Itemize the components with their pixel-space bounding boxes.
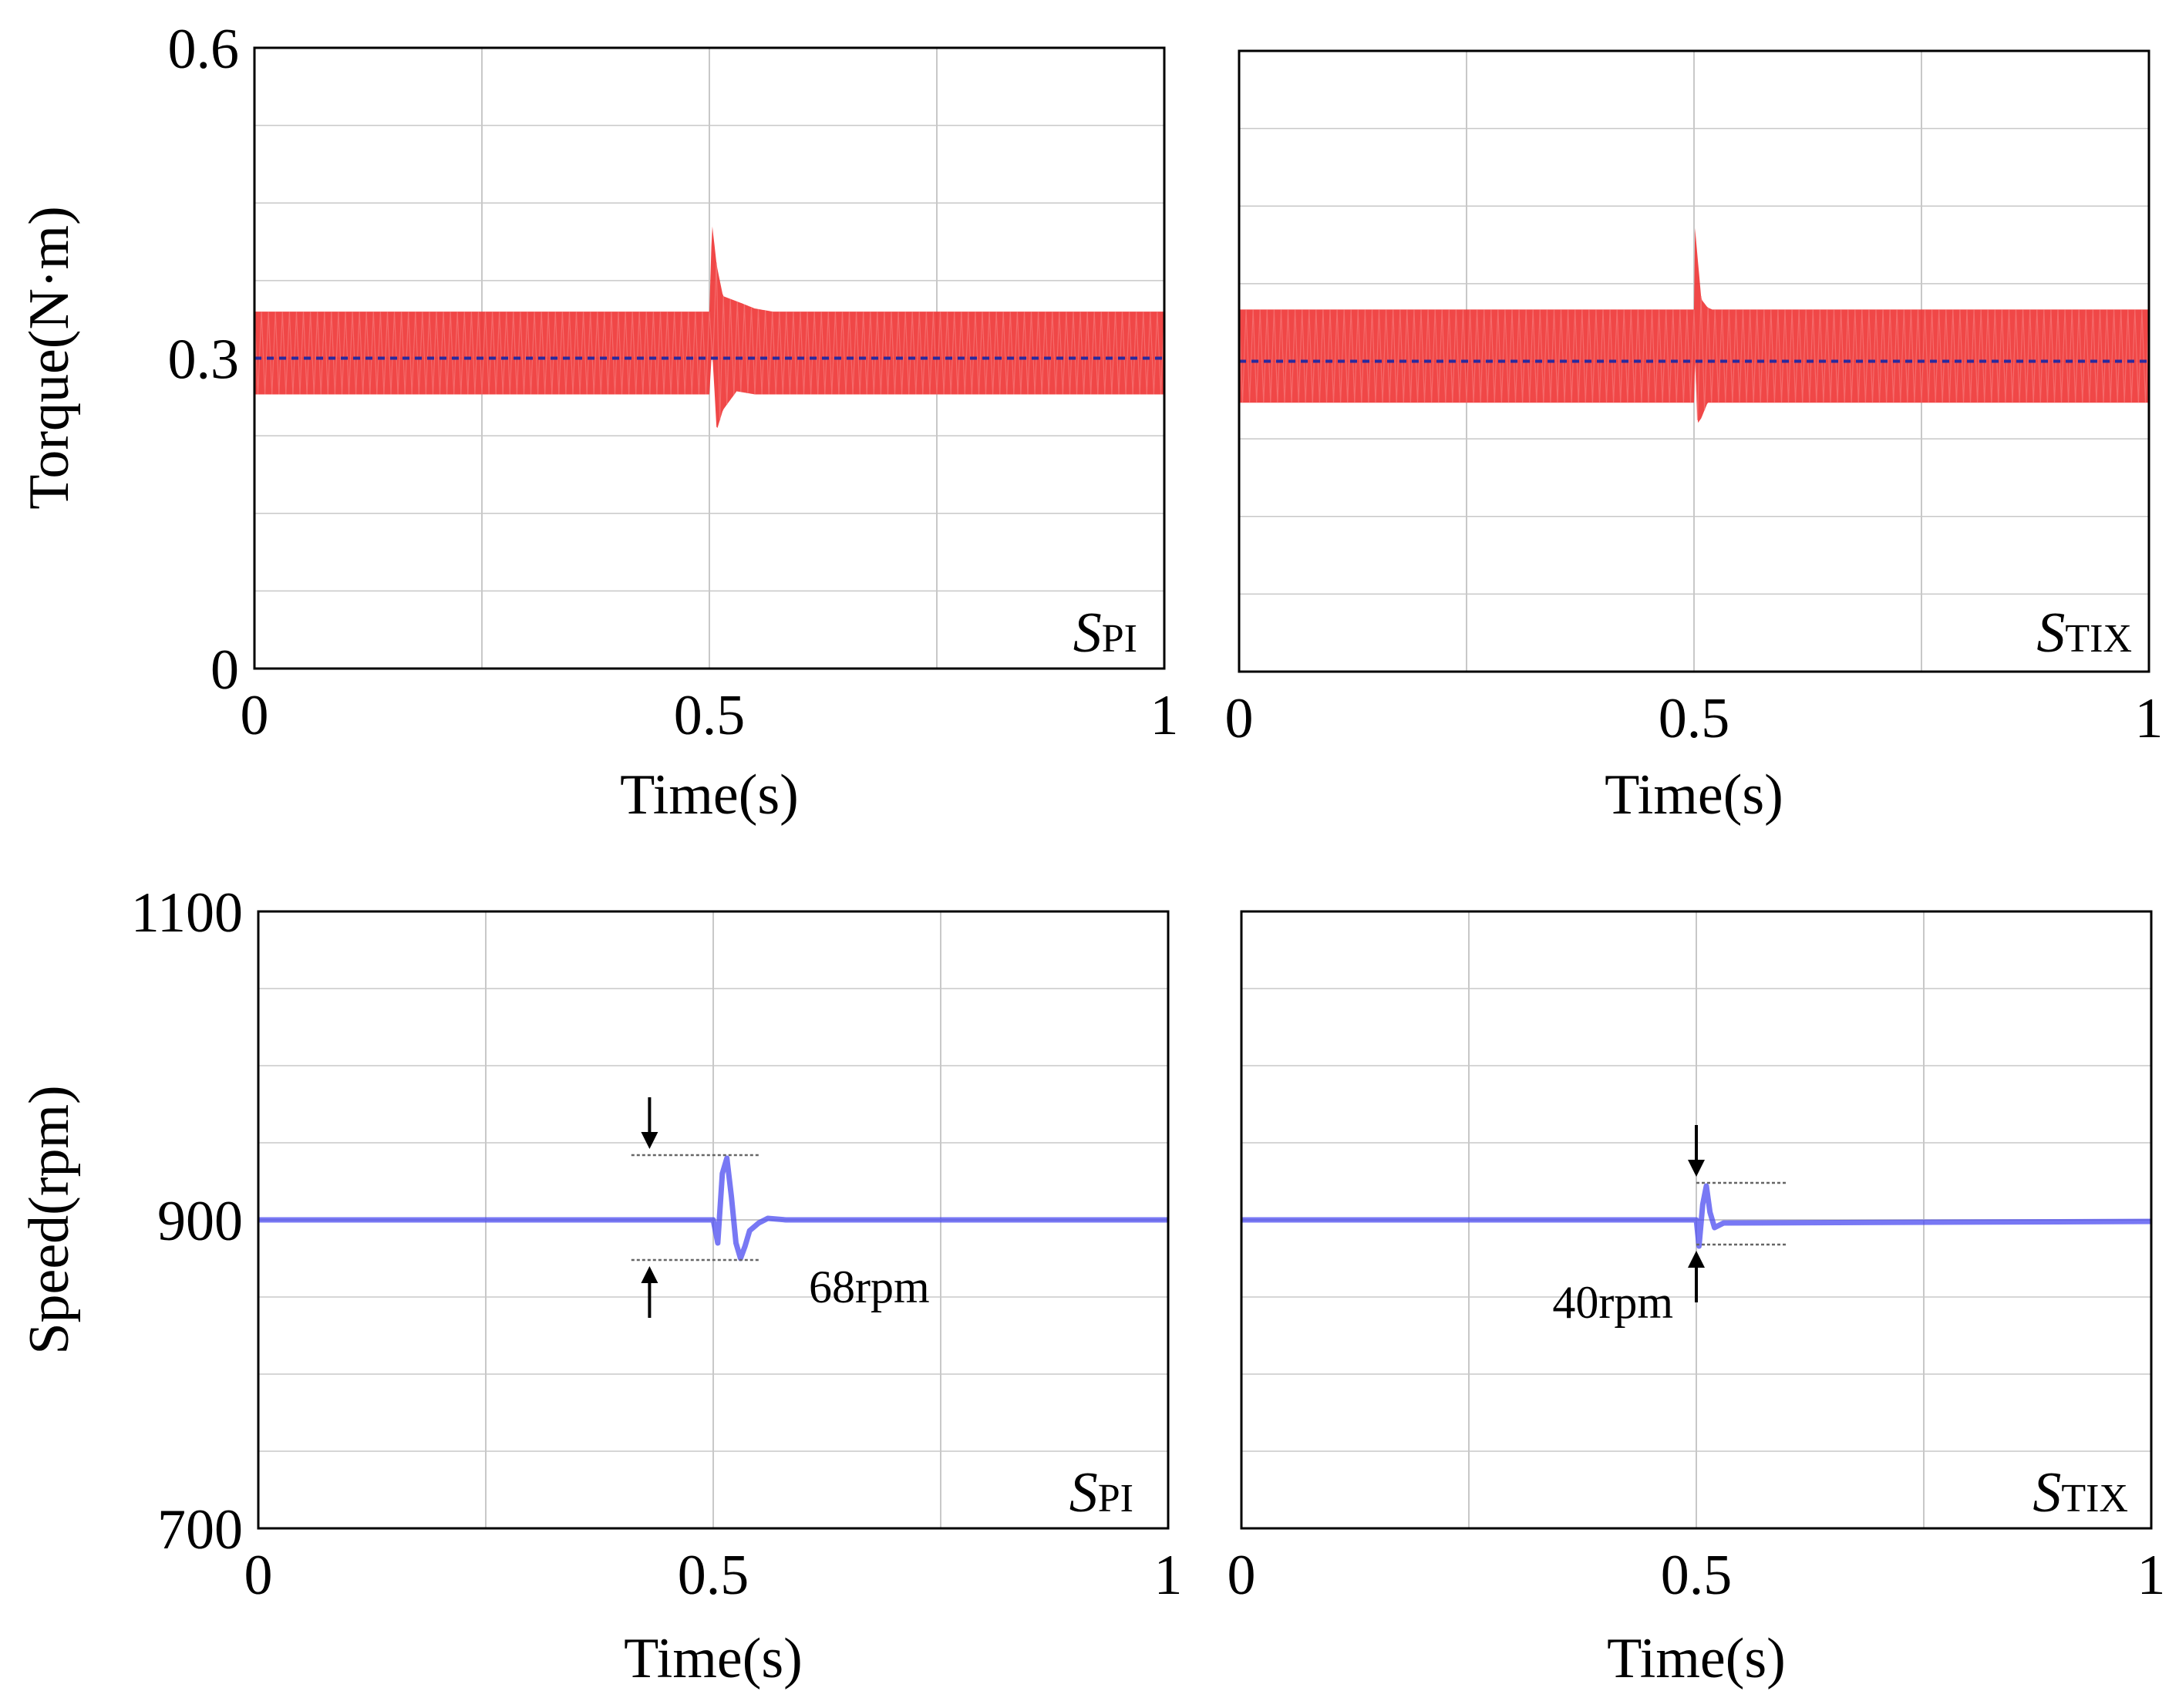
x-tick-label: 0	[241, 684, 269, 747]
speed-line	[1241, 1183, 2152, 1249]
arrow-down-icon	[641, 1132, 658, 1149]
y-tick-label: 0	[210, 638, 239, 702]
speed-line	[258, 1155, 1168, 1262]
plot-frame	[253, 46, 1166, 670]
panel-tag-main: S	[2032, 1461, 2061, 1524]
torque-ripple-texture	[1238, 295, 2150, 420]
annotation: 68rpm	[631, 1097, 930, 1318]
y-axis-label: Torque(N·m)	[18, 206, 81, 509]
panel-tag: SPI	[1069, 1461, 1133, 1524]
panel-speed-pi: 68rpm 0 0.5 1 700 900 1100 Time(s) Speed(rpm)…	[18, 881, 1183, 1690]
axis-ticks: 0 0.5 1	[1225, 687, 2164, 750]
arrow-up-icon	[641, 1266, 658, 1283]
y-tick-label: 700	[157, 1498, 243, 1561]
y-tick-label: 900	[157, 1190, 243, 1253]
x-tick-label: 0.5	[1661, 1544, 1733, 1607]
x-axis-label: Time(s)	[624, 1627, 803, 1690]
x-tick-label: 1	[2137, 1544, 2166, 1607]
panel-torque-pi: 0 0.5 1 0 0.3 0.6 Time(s) Torque(N·m) SPI	[18, 18, 1179, 827]
x-tick-label: 1	[1150, 684, 1179, 747]
arrow-up-icon	[1688, 1251, 1705, 1268]
x-tick-label: 1	[2135, 687, 2164, 750]
x-tick-label: 0	[244, 1544, 273, 1607]
plot-frame	[1238, 49, 2150, 673]
x-tick-label: 0	[1228, 1544, 1256, 1607]
panel-speed-tix: 40rpm 0 0.5 1 Time(s) STIX	[1228, 910, 2166, 1690]
panel-tag-sub: TIX	[2065, 617, 2132, 661]
panel-tag-sub: PI	[1098, 1477, 1133, 1521]
y-tick-label: 0.3	[168, 328, 240, 392]
annotation-label: 40rpm	[1552, 1277, 1673, 1328]
x-axis-label: Time(s)	[1605, 763, 1783, 827]
plot-frame	[1240, 910, 2153, 1530]
x-tick-label: 0.5	[674, 684, 746, 747]
x-tick-label: 0	[1225, 687, 1254, 750]
axis-ticks: 0 0.5 1	[1228, 1544, 2166, 1607]
x-tick-label: 0.5	[678, 1544, 749, 1607]
annotation: 40rpm	[1552, 1125, 1787, 1328]
y-tick-label: 0.6	[168, 18, 240, 81]
panel-tag: STIX	[2032, 1461, 2128, 1524]
axis-ticks: 0 0.5 1 700 900 1100	[131, 881, 1183, 1607]
x-axis-label: Time(s)	[620, 763, 799, 827]
panel-tag: STIX	[2036, 601, 2132, 665]
x-axis-label: Time(s)	[1607, 1627, 1786, 1690]
y-tick-label: 1100	[131, 881, 243, 945]
arrow-down-icon	[1688, 1160, 1705, 1177]
plot-area	[257, 910, 1170, 1530]
x-tick-label: 1	[1154, 1544, 1183, 1607]
x-tick-label: 0.5	[1659, 687, 1730, 750]
annotation-label: 68rpm	[809, 1262, 930, 1312]
panel-torque-tix: 0 0.5 1 Time(s) STIX	[1225, 49, 2164, 827]
plot-area	[253, 46, 1166, 670]
panel-tag: SPI	[1073, 601, 1137, 665]
torque-ripple-band	[1239, 227, 2149, 423]
torque-ripple-texture	[254, 262, 1165, 420]
torque-ripple-band	[254, 226, 1164, 428]
plot-area	[1238, 49, 2150, 673]
panel-tag-main: S	[1073, 601, 1102, 665]
panel-tag-sub: PI	[1102, 617, 1137, 661]
plot-frame	[257, 910, 1170, 1530]
plot-area	[1240, 910, 2153, 1530]
panel-tag-main: S	[1069, 1461, 1098, 1524]
panel-tag-main: S	[2036, 601, 2065, 665]
panel-tag-sub: TIX	[2061, 1477, 2128, 1521]
y-axis-label: Speed(rpm)	[18, 1085, 81, 1354]
axis-ticks: 0 0.5 1 0 0.3 0.6	[168, 18, 1179, 747]
